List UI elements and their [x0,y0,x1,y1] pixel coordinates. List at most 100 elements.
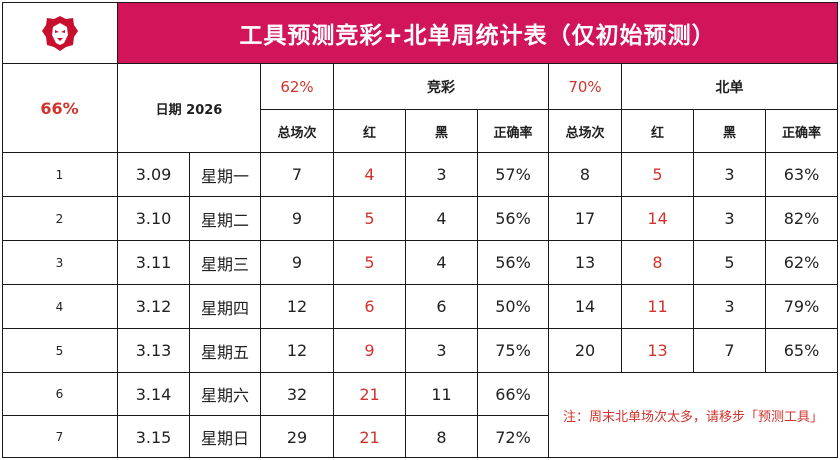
row-date: 3.15 [135,427,172,447]
row-index: 6 [55,387,64,401]
jc-rate-cell: 50% [495,297,531,316]
grid-line [2,240,838,241]
bd-black-cell: 3 [724,165,735,184]
jingcai-rate: 62% [280,77,314,96]
title-bar [118,2,837,63]
bd-rate-cell: 63% [783,165,820,184]
bd-rate-cell: 65% [783,341,820,360]
bd-rate-cell: 82% [783,209,820,228]
bd-black-cell: 3 [724,297,735,316]
row-date: 3.09 [135,165,172,184]
jingcai-label: 竞彩 [427,79,455,96]
weekend-note: 注：周末北单场次太多，请移步「预测工具」 [562,410,823,425]
beidan-rate: 70% [568,77,602,96]
row-weekday: 星期六 [200,386,249,405]
jc-red-cell: 21 [359,427,380,447]
grid-line [693,109,694,373]
bd-rate-cell: 79% [783,297,820,316]
row-weekday: 星期二 [200,210,249,230]
overall-rate: 66% [40,98,79,118]
bd-red-cell: 14 [647,209,668,228]
grid-line [2,152,838,153]
grid-line [548,63,549,458]
jc-black-cell: 3 [436,165,447,184]
jc-total-cell: 12 [286,341,308,360]
row-weekday: 星期日 [200,429,249,448]
grid-line [2,372,838,373]
row-date: 3.11 [135,253,172,272]
grid-line [117,2,118,458]
row-date: 3.10 [135,209,172,228]
page-title: 工具预测竞彩+北单周统计表（仅初始预测） [239,22,716,49]
jc-total-cell: 9 [291,209,303,228]
grid-line [837,2,838,458]
bd-total-header: 总场次 [565,125,605,141]
jc-red-cell: 5 [364,253,375,272]
row-index: 5 [55,343,64,358]
bd-total-cell: 17 [574,209,596,228]
row-date: 3.13 [135,341,172,360]
grid-line [405,109,406,458]
grid-line [765,109,766,373]
jc-red-cell: 4 [364,165,375,184]
jc-total-cell: 9 [291,253,303,272]
row-weekday: 星期五 [200,342,249,362]
bd-red-cell: 11 [647,297,668,316]
row-date: 3.12 [135,297,172,316]
grid-line [2,2,838,3]
row-weekday: 星期三 [200,254,249,274]
jc-red-cell: 9 [364,341,375,360]
jc-total-cell: 32 [286,384,308,404]
bd-black-cell: 5 [724,253,735,272]
date-header: 日期 2026 [155,102,223,118]
grid-line [477,109,478,458]
jc-red-header: 红 [362,125,376,141]
jc-total-cell: 29 [286,427,308,447]
bd-red-header: 红 [650,125,664,141]
jc-black-cell: 8 [436,427,447,447]
jc-black-cell: 4 [436,253,447,272]
grid-line [2,284,838,285]
bd-total-cell: 13 [574,253,596,272]
row-index: 7 [55,430,64,444]
row-index: 1 [55,167,64,182]
grid-line [333,63,334,458]
bd-red-cell: 13 [647,341,668,360]
grid-line [260,63,261,458]
jc-black-cell: 11 [431,384,452,404]
bd-total-cell: 20 [574,341,596,360]
grid-line [2,457,838,458]
bd-total-cell: 8 [579,165,591,184]
jc-red-cell: 5 [364,209,375,228]
bd-total-cell: 14 [574,297,596,316]
jc-rate-cell: 56% [495,209,531,228]
jc-rate-cell: 75% [495,341,531,360]
grid-line [2,63,838,64]
jc-accuracy-header: 正确率 [493,125,533,141]
row-index: 3 [55,255,64,270]
jc-rate-cell: 72% [495,427,531,447]
grid-line [2,328,838,329]
bd-rate-cell: 62% [783,253,820,272]
bd-black-header: 黑 [722,125,736,141]
bd-red-cell: 5 [652,165,663,184]
row-index: 2 [55,211,64,226]
jc-total-header: 总场次 [277,125,317,141]
grid-line [621,63,622,373]
bd-black-cell: 3 [724,209,735,228]
jc-red-cell: 21 [359,384,380,404]
jc-rate-cell: 56% [495,253,531,272]
jc-rate-cell: 66% [495,384,531,404]
beidan-label: 北单 [715,79,744,96]
grid-line [189,152,190,458]
logo-cell [2,2,117,63]
jc-black-cell: 3 [436,341,447,360]
bd-red-cell: 8 [652,253,663,272]
grid-line [2,196,838,197]
bd-accuracy-header: 正确率 [781,125,821,141]
jc-total-cell: 12 [286,297,308,316]
row-weekday: 星期一 [200,166,249,186]
jc-black-cell: 6 [436,297,447,316]
jc-total-cell: 7 [291,165,303,184]
